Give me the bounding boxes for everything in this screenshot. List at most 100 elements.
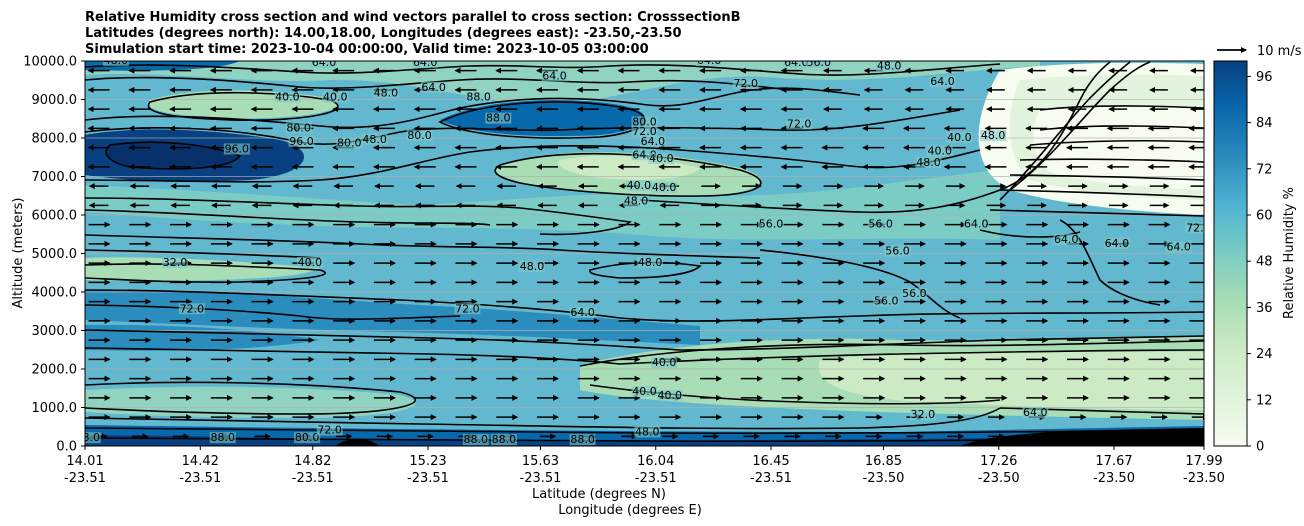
- contour-label-halo: [696, 61, 723, 66]
- contour-label: 80.0: [337, 137, 362, 150]
- fill-mid-left-dark: [85, 289, 700, 345]
- contour-line: [105, 141, 242, 170]
- contour-label: 80.0: [632, 116, 657, 129]
- x-tick-label-lon: -23.51: [750, 471, 792, 486]
- x-axis: 14.01 -23.51 14.42 -23.51 14.82 -23.51 15.23 -2…: [64, 446, 1225, 486]
- contour-label: 40.0: [658, 389, 683, 402]
- x-tick-label-lat: 17.26: [980, 454, 1017, 469]
- contour-label: 40.0: [652, 181, 677, 194]
- colorbar-tick-label: 60: [1256, 209, 1273, 224]
- contour-label: 40.0: [275, 91, 300, 104]
- contour-label-halo: [336, 137, 363, 149]
- colorbar-tick-label: 72: [1256, 162, 1273, 177]
- y-tick-label: 8000.0: [32, 132, 78, 147]
- contour-label-halo: [406, 130, 433, 141]
- contour-label: 48.0: [624, 194, 649, 207]
- x-tick-label-lon: -23.50: [978, 471, 1020, 486]
- contour-label-halo: [656, 389, 683, 401]
- x-tick-label-lon: -23.51: [292, 471, 334, 486]
- contour-label-halo: [651, 181, 678, 193]
- y-gridlines: [85, 99, 1204, 408]
- contour-label-halo: [285, 122, 312, 134]
- colorbar-tick-label: 0: [1256, 440, 1264, 455]
- contour-line: [85, 76, 791, 91]
- contour-label: 80.0: [295, 431, 320, 444]
- contour-label: 96.0: [225, 142, 250, 155]
- contour-label: 48.0: [104, 54, 129, 67]
- x-tick-label-lat: 14.01: [66, 454, 103, 469]
- x-tick-label-lat: 14.42: [182, 454, 219, 469]
- contour-label-halo: [372, 87, 399, 99]
- contour-label-halo: [296, 257, 323, 269]
- y-tick-label: 7000.0: [32, 170, 78, 185]
- colorbar-scale: [1213, 60, 1248, 447]
- contour-label: 88.0: [492, 433, 517, 446]
- contour-label: 96.0: [289, 135, 314, 148]
- contour-label: 64.0: [570, 306, 595, 319]
- contour-label: 48.0: [638, 256, 663, 269]
- contour-label-halo: [980, 130, 1007, 141]
- contour-label: 40.0: [632, 385, 657, 398]
- contour-label: 48.0: [520, 260, 545, 273]
- contour-label-halo: [462, 434, 489, 446]
- contour-line: [85, 329, 1204, 351]
- y-tick-label: 2000.0: [32, 363, 78, 378]
- contour-label-halo: [758, 218, 785, 230]
- contour-label-halo: [651, 357, 678, 369]
- plot-area: 48.0 64.0 64.064.064.0 64.056.0 48.072.0 64.0…: [85, 54, 1204, 446]
- contour-label-halo: [926, 145, 953, 157]
- chart-title-line-1: Relative Humidity cross section and wind…: [85, 10, 741, 25]
- contour-label-halo: [631, 149, 658, 161]
- y-tick-label: 6000.0: [32, 209, 78, 224]
- x-tick-label-lon: -23.51: [635, 471, 677, 486]
- contour-label-halo: [420, 81, 447, 93]
- contour-label-halo: [637, 257, 664, 269]
- contour-label: 56.0: [874, 295, 899, 308]
- contour-label-halo: [915, 156, 942, 168]
- x-tick-label-lat: 16.04: [637, 454, 674, 469]
- contour-label: 64.0: [697, 54, 722, 67]
- contour-label-halo: [454, 303, 481, 315]
- x-tick-label-lon: -23.51: [179, 471, 221, 486]
- contour-label: 56.0: [759, 218, 784, 231]
- contour-line: [989, 209, 1204, 217]
- contour-label-halo: [412, 61, 439, 68]
- colorbar-label: Relative Humidity %: [1282, 187, 1297, 319]
- contour-line: [85, 209, 491, 226]
- contour-label-halo: [623, 195, 650, 207]
- contour-line: [1009, 61, 1151, 191]
- contour-label: 48.0: [362, 133, 387, 146]
- fill-lower-right-light: [818, 351, 1204, 410]
- contour-label-halo: [361, 133, 388, 145]
- contour-label-halo: [783, 61, 810, 68]
- contour-label: 32.0: [911, 408, 936, 421]
- contour-label-halo: [223, 143, 250, 155]
- contour-label-halo: [634, 426, 661, 438]
- colorbar-tick-label: 96: [1256, 70, 1273, 85]
- contour-label-halo: [732, 78, 759, 90]
- contour-label-halo: [639, 135, 666, 147]
- y-tick-label: 0.0: [56, 440, 77, 455]
- contour-label-halo: [1103, 237, 1130, 249]
- contour-label: 64.0: [413, 56, 438, 69]
- contour-label: 40.0: [323, 91, 348, 104]
- x-tick-label-lat: 17.67: [1095, 454, 1132, 469]
- contour-label: 48.0: [981, 129, 1006, 142]
- contour-label: 80.0: [407, 129, 432, 142]
- contour-label-halo: [490, 434, 517, 446]
- contour-label-halo: [648, 153, 675, 165]
- contour-label: 48.0: [374, 87, 399, 100]
- contour-label: 56.0: [902, 287, 927, 300]
- wind-vectors: [87, 67, 1204, 440]
- contour-label-halo: [161, 257, 188, 269]
- x-tick-label-lon: -23.51: [64, 471, 106, 486]
- contour-line: [85, 234, 761, 259]
- colorbar-tick-label: 24: [1256, 347, 1273, 362]
- contour-label-halo: [873, 295, 900, 307]
- y-tick-label: 5000.0: [32, 247, 78, 262]
- contour-line: [85, 109, 961, 145]
- contour-label-halo: [569, 434, 596, 446]
- contour-label-halo: [1185, 222, 1204, 234]
- contour-label: 40.0: [652, 356, 677, 369]
- contour-label-halo: [901, 287, 928, 299]
